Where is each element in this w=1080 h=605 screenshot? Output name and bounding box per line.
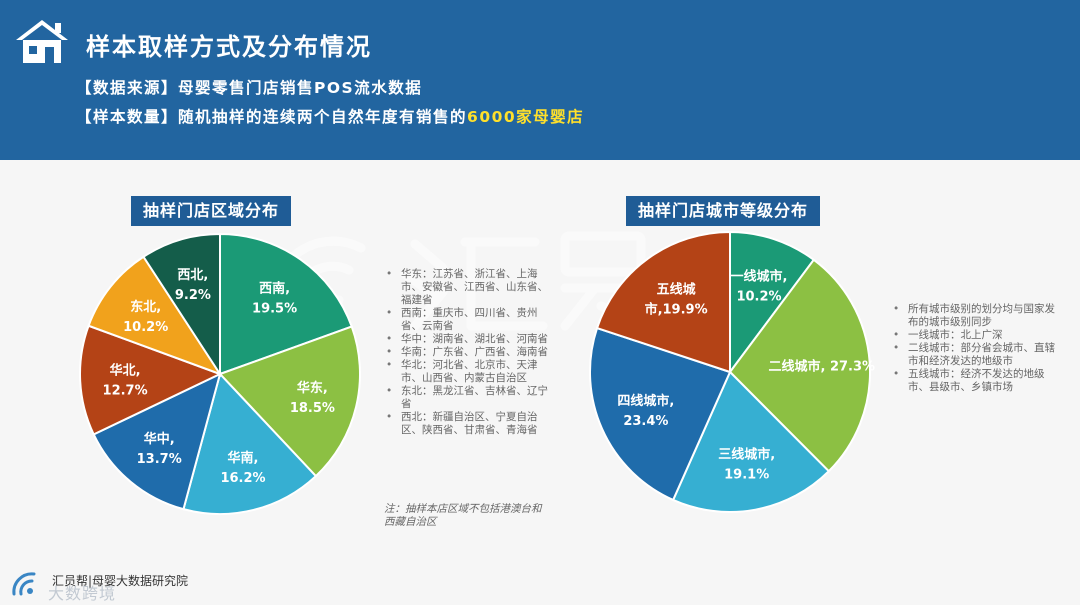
header-banner: 样本取样方式及分布情况 【数据来源】母婴零售门店销售POS流水数据 【样本数量】… [0,0,1080,160]
region-slice-value: 16.2% [220,471,265,486]
sample-size-text: 随机抽样的连续两个自然年度有销售的 [178,108,468,126]
city-tier-pie-chart: 一线城市, 10.2% 二线城市, 27.3% 三线城市, 19.1% 四线城市, 23.4… [589,230,876,513]
region-note-item: 华东：江苏省、浙江省、上海市、安徽省、江西省、山东省、福建省 [383,268,548,307]
region-note-item: 华南：广东省、广西省、海南省 [383,346,548,359]
region-chart-title: 抽样门店区域分布 [131,196,292,226]
city-tier-slice-label: 三线城市, [718,447,775,463]
region-slice [219,232,354,376]
footer-watermark-text: 大数跨境 [48,584,117,603]
region-slice-label: 华南, [228,450,259,466]
data-source-text: 母婴零售门店销售POS流水数据 [178,79,423,97]
footer-org-name: 汇员帮|母婴大数据研究院 [52,574,189,588]
city-tier-slice-value: 23.4% [623,414,668,429]
region-slice [142,232,221,378]
region-notes: 华东：江苏省、浙江省、上海市、安徽省、江西省、山东省、福建省 西南：重庆市、四川… [383,268,548,437]
region-slice-value: 13.7% [137,452,182,467]
region-slice-label: 西北, [177,268,208,283]
city-tier-slice [595,230,731,374]
region-slice-value: 9.2% [175,288,211,303]
city-tier-note-item: 所有城市级别的划分均与国家发布的城市级别同步 [890,303,1055,329]
city-tier-slice-label: 五线城 [657,281,696,297]
city-tier-note-item: 一线城市：北上广深 [890,329,1055,342]
house-icon [16,20,68,63]
region-slice-label: 西南, [259,280,290,296]
region-slice [79,324,223,436]
city-tier-slice-value: 19.1% [724,468,769,483]
region-slice-value: 19.5% [252,301,297,316]
region-slice [218,325,361,478]
city-tier-slice-label: 二线城市, 27.3% [769,359,876,375]
region-note-item: 华北：河北省、北京市、天津市、山西省、内蒙古自治区 [383,359,548,385]
city-tier-slice-label: 四线城市, [617,393,674,409]
sample-size-highlight: 6000家母婴店 [467,108,585,126]
region-slice-label: 华东, [297,380,328,396]
sample-size-label: 【样本数量】 [76,108,179,126]
city-tier-slice [729,230,816,376]
city-tier-slice-value: 市,19.9% [645,301,708,317]
region-note-item: 华中：湖南省、湖北省、河南省 [383,333,548,346]
region-slice-value: 18.5% [290,401,335,416]
region-note-item: 东北：黑龙江省、吉林省、辽宁省 [383,385,548,411]
region-slice-value: 12.7% [103,384,148,399]
city-tier-slice-value: 10.2% [736,290,781,305]
page-title: 样本取样方式及分布情况 [86,33,372,61]
region-note-item: 西南：重庆市、四川省、贵州省、云南省 [383,307,548,333]
city-tier-notes: 所有城市级别的划分均与国家发布的城市级别同步 一线城市：北上广深 二线城市：部分… [890,303,1055,394]
region-footnote: 注：抽样本店区域不包括港澳台和西藏自治区 [384,503,542,528]
city-tier-slice [589,326,732,502]
region-note-item: 西北：新疆自治区、宁夏自治区、陕西省、甘肃省、青海省 [383,411,548,437]
region-slice-label: 东北, [130,299,161,315]
city-tier-slice [671,370,831,513]
region-slice-label: 华中, [144,431,175,447]
huiyuan-logo-icon [12,572,36,596]
region-slice-label: 华北, [110,363,141,379]
data-source-line: 【数据来源】母婴零售门店销售POS流水数据 [76,76,422,98]
data-source-label: 【数据来源】 [76,79,179,97]
region-pie-chart: 西南, 19.5% 华东, 18.5% 华南, 16.2% 华中, 13.7% 华北, 12.7%… [79,232,361,515]
region-slice [92,372,222,511]
region-slice [87,255,223,376]
city-tier-slice [728,258,871,473]
city-tier-slice-label: 一线城市, [731,269,788,285]
city-tier-chart-title: 抽样门店城市等级分布 [626,196,821,226]
city-tier-note-item: 二线城市：部分省会城市、直辖市和经济发达的地级市 [890,342,1055,368]
sample-size-line: 【样本数量】随机抽样的连续两个自然年度有销售的6000家母婴店 [76,105,584,127]
region-slice [182,372,318,515]
city-tier-note-item: 五线城市：经济不发达的地级市、县级市、乡镇市场 [890,368,1055,394]
region-slice-value: 10.2% [123,320,168,335]
